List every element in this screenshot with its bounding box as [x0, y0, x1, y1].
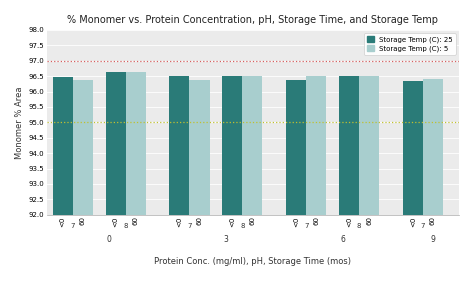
Text: 8: 8 [123, 223, 128, 229]
Bar [306, 76, 326, 215]
Text: 6: 6 [340, 235, 345, 244]
Bar [359, 76, 379, 215]
Bar [169, 76, 190, 215]
Bar [242, 76, 263, 215]
Text: 7: 7 [420, 223, 425, 229]
X-axis label: Protein Conc. (mg/ml), pH, Storage Time (mos): Protein Conc. (mg/ml), pH, Storage Time … [155, 257, 351, 266]
Text: 8: 8 [357, 223, 361, 229]
Bar [126, 71, 146, 215]
Bar [286, 80, 306, 215]
Bar [106, 72, 126, 215]
Bar [73, 80, 93, 215]
Y-axis label: Monomer % Area: Monomer % Area [15, 86, 24, 158]
Text: 9: 9 [430, 235, 435, 244]
Bar [53, 77, 73, 215]
Bar [403, 81, 423, 215]
Bar [423, 79, 443, 215]
Legend: Storage Temp (C): 25, Storage Temp (C): 5: Storage Temp (C): 25, Storage Temp (C): … [364, 33, 456, 55]
Text: 7: 7 [71, 223, 75, 229]
Bar [222, 76, 242, 215]
Text: 0: 0 [107, 235, 112, 244]
Title: % Monomer vs. Protein Concentration, pH, Storage Time, and Storage Temp: % Monomer vs. Protein Concentration, pH,… [67, 15, 438, 25]
Bar [339, 76, 359, 215]
Text: 7: 7 [187, 223, 191, 229]
Text: 8: 8 [240, 223, 245, 229]
Text: 3: 3 [224, 235, 228, 244]
Text: 7: 7 [304, 223, 309, 229]
Bar [190, 80, 210, 215]
